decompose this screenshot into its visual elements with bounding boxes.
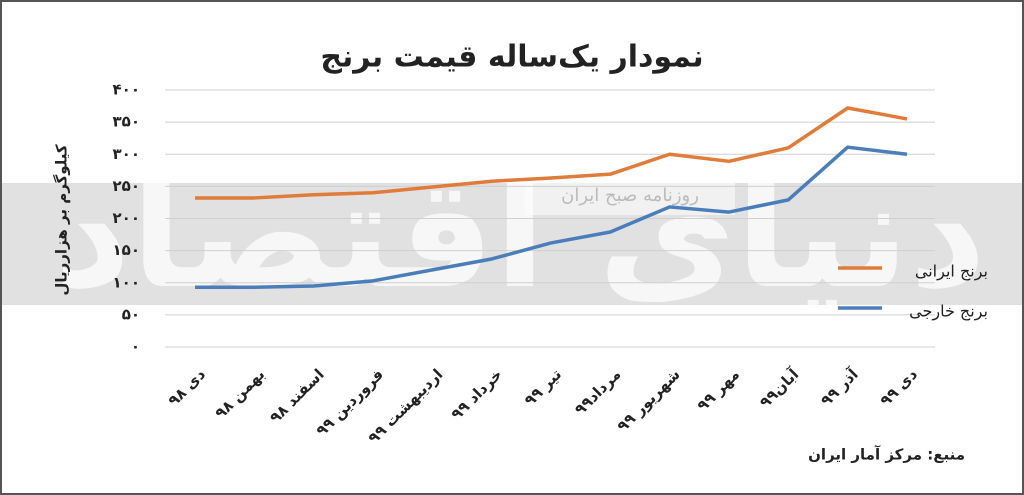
legend-label: برنج ایرانی xyxy=(915,262,988,282)
y-tick-label: ۴۰۰ xyxy=(113,81,140,99)
watermark-text: روزنامه صبح ایران xyxy=(561,185,699,206)
y-tick-label: ۲۵۰ xyxy=(113,177,140,195)
watermark-band xyxy=(2,183,1022,305)
chart-title: نمودار یک‌ساله قیمت برنج xyxy=(320,40,703,75)
y-tick-label: ۱۵۰ xyxy=(113,241,140,259)
y-tick-label: ۰ xyxy=(131,338,140,356)
series-line xyxy=(195,145,908,289)
y-tick-label: ۳۰۰ xyxy=(113,145,140,163)
watermark-logo: دنیای اقتصاد xyxy=(54,148,987,322)
y-tick-label: ۱۰۰ xyxy=(113,273,140,291)
y-tick-label: ۵۰ xyxy=(122,305,140,323)
y-axis-label: کیلوگرم بر هزارریال xyxy=(53,144,71,296)
series-line xyxy=(195,106,908,200)
y-tick-label: ۲۰۰ xyxy=(113,209,140,227)
y-tick-label: ۳۵۰ xyxy=(113,113,140,131)
legend-label: برنج خارجی xyxy=(909,302,988,322)
source: منبع: مرکز آمار ایران xyxy=(808,446,965,464)
